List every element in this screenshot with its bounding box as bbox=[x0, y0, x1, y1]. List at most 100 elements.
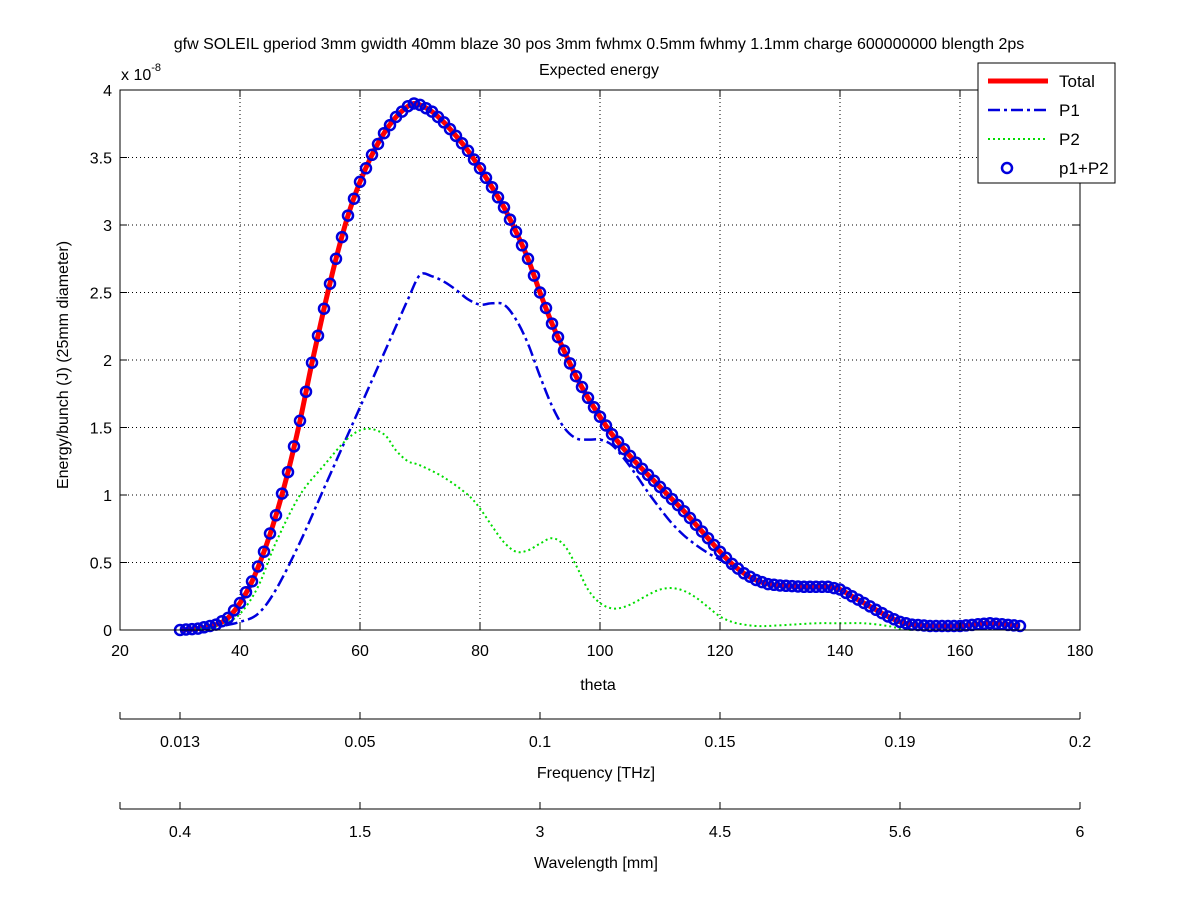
secondary-tick-label: 0.19 bbox=[884, 734, 915, 751]
y-tick-label: 1 bbox=[103, 488, 112, 505]
data-point-marker bbox=[245, 575, 259, 588]
legend-label: P2 bbox=[1059, 130, 1080, 149]
data-point-marker bbox=[497, 201, 511, 214]
secondary-tick-label: 5.6 bbox=[889, 824, 911, 841]
data-point-marker bbox=[503, 213, 517, 226]
data-point-marker bbox=[491, 191, 505, 204]
data-point-marker bbox=[281, 465, 295, 479]
plot-series bbox=[173, 97, 1027, 637]
x-tick-label: 80 bbox=[471, 643, 489, 660]
legend-item-p2: P2 bbox=[988, 130, 1080, 149]
data-point-marker bbox=[527, 269, 541, 282]
secondary-tick-label: 0.013 bbox=[160, 734, 200, 751]
secondary-axis-label: Frequency [THz] bbox=[537, 765, 655, 782]
data-point-marker bbox=[563, 357, 577, 370]
data-point-marker bbox=[755, 575, 769, 589]
x-tick-label: 120 bbox=[707, 643, 734, 660]
chart-title: gfw SOLEIL gperiod 3mm gwidth 40mm blaze… bbox=[174, 36, 1024, 53]
data-point-marker bbox=[761, 577, 775, 591]
data-point-marker bbox=[401, 99, 415, 113]
x-tick-label: 100 bbox=[587, 643, 614, 660]
data-point-marker bbox=[293, 414, 307, 428]
chart-subtitle: Expected energy bbox=[539, 62, 659, 79]
data-point-marker bbox=[701, 531, 715, 545]
secondary-tick-label: 0.2 bbox=[1069, 734, 1091, 751]
data-point-marker bbox=[221, 611, 235, 625]
y-axis-label: Energy/bunch (J) (25mm diameter) bbox=[55, 241, 72, 489]
secondary-tick-label: 0.1 bbox=[529, 734, 551, 751]
data-point-marker bbox=[227, 604, 241, 617]
data-point-marker bbox=[809, 580, 823, 594]
y-tick-label: 2.5 bbox=[90, 286, 112, 303]
data-point-marker bbox=[191, 622, 205, 635]
axis-ticks: 20 40 60 80 100 120 140 160 180 0 0.5 1 1.5 2 2.5 3 3.5 4 bbox=[90, 83, 1094, 660]
data-point-marker bbox=[887, 612, 901, 626]
data-point-marker bbox=[791, 580, 805, 593]
data-point-marker bbox=[353, 175, 367, 189]
data-point-marker bbox=[983, 617, 997, 630]
data-point-marker bbox=[899, 617, 913, 630]
y-exponent-power: -8 bbox=[151, 62, 161, 74]
data-point-marker bbox=[239, 585, 253, 599]
data-point-marker bbox=[473, 162, 487, 175]
data-point-marker bbox=[539, 301, 553, 315]
data-point-marker bbox=[449, 129, 463, 143]
data-point-marker bbox=[803, 580, 817, 594]
data-point-marker bbox=[467, 153, 481, 166]
y-tick-label: 3.5 bbox=[90, 151, 112, 168]
data-point-marker bbox=[893, 615, 907, 629]
data-point-marker bbox=[377, 126, 391, 140]
data-point-marker bbox=[299, 385, 313, 398]
data-point-marker bbox=[941, 619, 955, 633]
secondary-axis-label: Wavelength [mm] bbox=[534, 855, 658, 872]
data-point-marker bbox=[545, 317, 559, 330]
data-point-marker bbox=[197, 621, 211, 634]
secondary-tick-label: 0.4 bbox=[169, 824, 191, 841]
data-point-marker bbox=[269, 509, 283, 522]
data-point-marker bbox=[575, 380, 589, 394]
x-tick-label: 20 bbox=[111, 643, 129, 660]
data-point-marker bbox=[593, 410, 607, 423]
data-point-marker bbox=[689, 518, 703, 531]
data-point-marker bbox=[923, 619, 937, 633]
x-tick-label: 40 bbox=[231, 643, 249, 660]
data-point-marker bbox=[341, 209, 355, 222]
data-point-marker bbox=[953, 619, 967, 633]
data-point-marker bbox=[509, 225, 523, 239]
y-tick-label: 0 bbox=[103, 623, 112, 640]
y-tick-label: 3 bbox=[103, 218, 112, 235]
data-point-marker bbox=[263, 527, 277, 540]
y-exponent: x 10-8 bbox=[121, 62, 161, 84]
data-point-marker bbox=[977, 617, 991, 631]
x-tick-label: 160 bbox=[947, 643, 974, 660]
data-point-marker bbox=[821, 580, 835, 594]
legend-label: Total bbox=[1059, 72, 1095, 91]
data-point-marker bbox=[995, 618, 1009, 631]
series-p1-line bbox=[179, 272, 733, 632]
data-point-marker bbox=[611, 435, 625, 448]
data-point-marker bbox=[347, 192, 361, 205]
secondary-tick-label: 1.5 bbox=[349, 824, 371, 841]
data-point-marker bbox=[485, 180, 499, 194]
data-point-marker bbox=[455, 137, 469, 150]
y-tick-label: 1.5 bbox=[90, 421, 112, 438]
data-point-marker bbox=[599, 419, 613, 432]
data-point-marker bbox=[581, 391, 595, 405]
secondary-axis-1: 0.013 0.05 0.1 0.15 0.19 0.2 Frequency [THz] bbox=[119, 712, 1091, 782]
data-point-marker bbox=[323, 277, 337, 290]
data-point-marker bbox=[551, 330, 565, 344]
data-point-marker bbox=[779, 579, 793, 593]
data-point-marker bbox=[305, 356, 319, 369]
data-point-marker bbox=[317, 302, 331, 315]
data-point-marker bbox=[383, 118, 397, 132]
data-point-marker bbox=[815, 580, 829, 594]
data-point-marker bbox=[365, 148, 379, 162]
data-point-marker bbox=[287, 440, 301, 453]
data-point-marker bbox=[797, 580, 811, 594]
data-point-marker bbox=[569, 369, 583, 383]
data-point-marker bbox=[587, 401, 601, 414]
secondary-tick-label: 4.5 bbox=[709, 824, 731, 841]
data-point-marker bbox=[617, 442, 631, 456]
data-point-marker bbox=[257, 545, 271, 558]
